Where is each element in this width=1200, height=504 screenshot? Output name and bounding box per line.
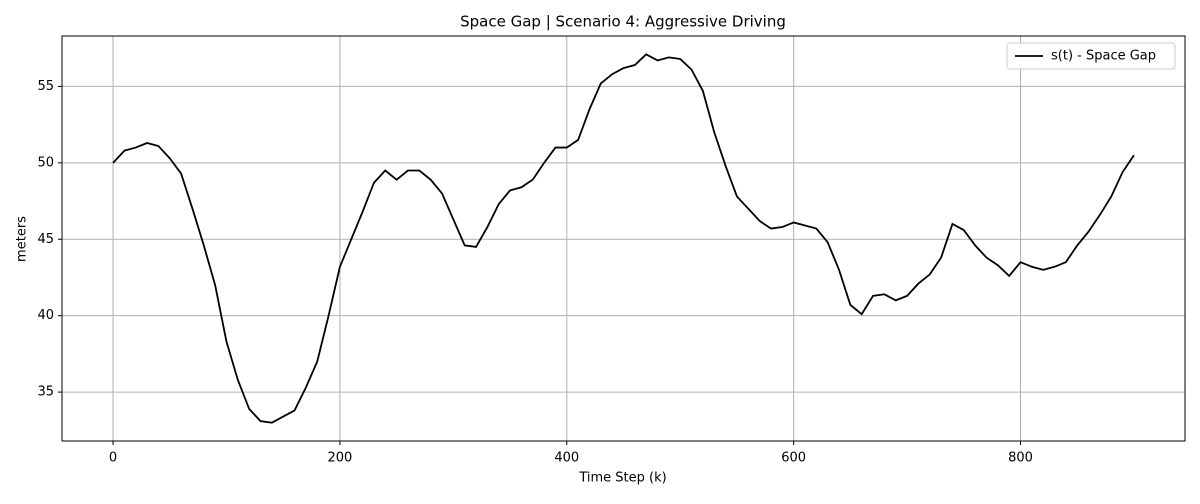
y-tick-label: 55 [37,79,54,94]
y-tick-label: 45 [37,232,54,247]
x-tick-label: 400 [554,451,579,466]
x-tick-label: 800 [1008,451,1033,466]
x-tick-label: 200 [328,451,353,466]
x-axis-label: Time Step (k) [578,471,666,486]
legend-label: s(t) - Space Gap [1051,49,1156,64]
y-tick-label: 40 [37,308,54,323]
x-tick-label: 0 [109,451,117,466]
chart-title: Space Gap | Scenario 4: Aggressive Drivi… [460,13,786,31]
y-tick-label: 35 [37,385,54,400]
plot-frame [61,35,1186,442]
y-axis-label: meters [15,216,30,262]
x-tick-label: 600 [781,451,806,466]
y-tick-label: 50 [37,155,54,170]
legend-box [1006,42,1176,70]
data-line [112,53,1135,424]
